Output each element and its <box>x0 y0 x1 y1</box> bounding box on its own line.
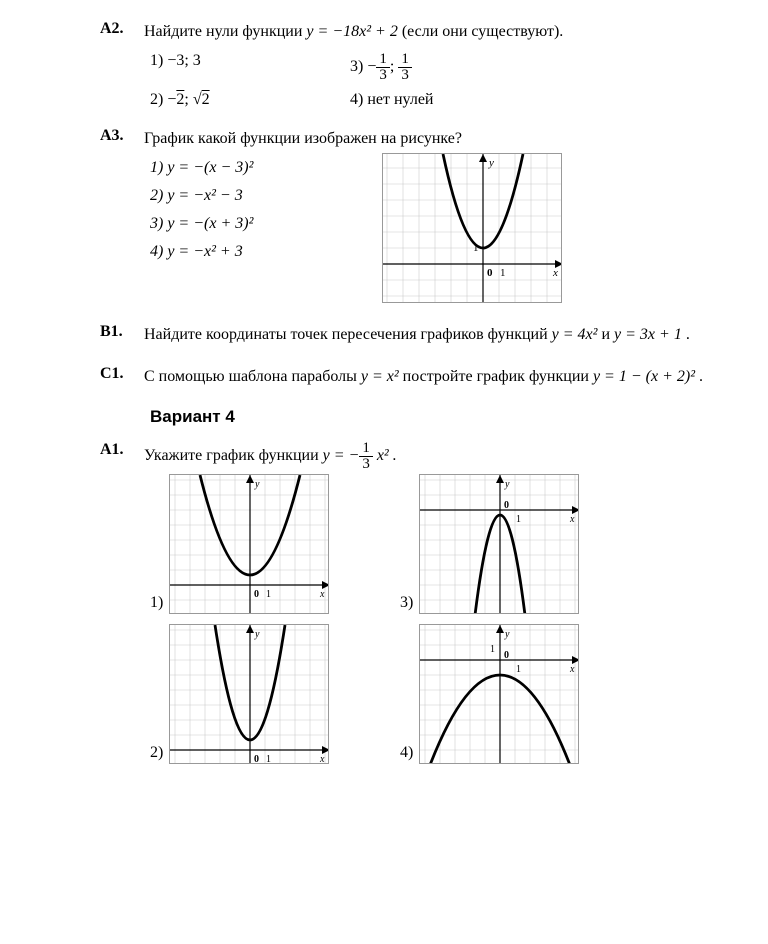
svg-text:0: 0 <box>504 500 509 511</box>
a1-graph2: 0 1 x y <box>169 624 329 764</box>
a1-num1: 1) <box>150 594 163 612</box>
a1-num4: 4) <box>400 744 413 762</box>
a3-opt2: 2) y = −x² − 3 <box>150 187 350 205</box>
a2-opt3: 3) −13; 13 <box>350 52 550 83</box>
svg-text:y: y <box>254 629 260 640</box>
svg-text:y: y <box>504 479 510 490</box>
a2-answers: 1) −3; 3 3) −13; 13 2) −2; √2 4) нет нул… <box>150 52 728 109</box>
a3-label: А3. <box>100 127 140 145</box>
svg-text:1: 1 <box>500 267 506 279</box>
svg-text:1: 1 <box>516 514 521 525</box>
svg-text:x: x <box>319 754 325 764</box>
problem-b1: В1. Найдите координаты точек пересечения… <box>100 323 728 347</box>
svg-text:1: 1 <box>266 589 271 600</box>
svg-text:y: y <box>488 157 494 169</box>
b1-label: В1. <box>100 323 140 341</box>
svg-text:y: y <box>254 479 260 490</box>
a3-graph: 0 1 1 x y <box>380 151 564 305</box>
a1-graph4: 0 1 1 x y <box>419 624 579 764</box>
a3-answers: 1) y = −(x − 3)² 2) y = −x² − 3 3) y = −… <box>150 159 350 305</box>
a1-graph3: 0 1 x y <box>419 474 579 614</box>
svg-text:y: y <box>504 629 510 640</box>
a2-opt4: 4) нет нулей <box>350 91 550 109</box>
problem-a1: А1. Укажите график функции y = −13 x² . … <box>100 441 728 766</box>
c1-text: С помощью шаблона параболы y = x² постро… <box>144 365 704 389</box>
graph-upward-parabola: 0 1 1 x y <box>382 153 562 303</box>
a1-text: Укажите график функции y = −13 x² . <box>144 441 704 472</box>
svg-text:1: 1 <box>516 664 521 675</box>
a3-text: График какой функции изображен на рисунк… <box>144 127 704 151</box>
a1-label: А1. <box>100 441 140 459</box>
a3-opt3: 3) y = −(x + 3)² <box>150 215 350 233</box>
a1-graphs: 1) 0 1 x y <box>150 472 728 766</box>
problem-a2: А2. Найдите нули функции y = −18x² + 2 (… <box>100 20 728 109</box>
a1-graph1: 0 1 x y <box>169 474 329 614</box>
svg-text:0: 0 <box>254 754 259 764</box>
problem-a3: А3. График какой функции изображен на ри… <box>100 127 728 305</box>
a3-opt1: 1) y = −(x − 3)² <box>150 159 350 177</box>
variant-heading: Вариант 4 <box>150 407 728 427</box>
svg-text:1: 1 <box>490 644 495 655</box>
svg-text:0: 0 <box>504 650 509 661</box>
a3-opt4: 4) y = −x² + 3 <box>150 243 350 261</box>
svg-text:1: 1 <box>266 754 271 764</box>
svg-text:x: x <box>319 589 325 600</box>
c1-label: С1. <box>100 365 140 383</box>
a2-opt2: 2) −2; √2 <box>150 91 350 109</box>
svg-text:x: x <box>569 514 575 525</box>
svg-text:0: 0 <box>254 589 259 600</box>
svg-text:x: x <box>552 267 558 279</box>
a1-num3: 3) <box>400 594 413 612</box>
svg-text:0: 0 <box>487 267 493 279</box>
a2-text: Найдите нули функции y = −18x² + 2 (если… <box>144 20 704 44</box>
a1-num2: 2) <box>150 744 163 762</box>
a2-opt1: 1) −3; 3 <box>150 52 350 83</box>
a2-label: А2. <box>100 20 140 38</box>
svg-text:x: x <box>569 664 575 675</box>
svg-text:1: 1 <box>473 242 479 254</box>
b1-text: Найдите координаты точек пересечения гра… <box>144 323 704 347</box>
problem-c1: С1. С помощью шаблона параболы y = x² по… <box>100 365 728 389</box>
